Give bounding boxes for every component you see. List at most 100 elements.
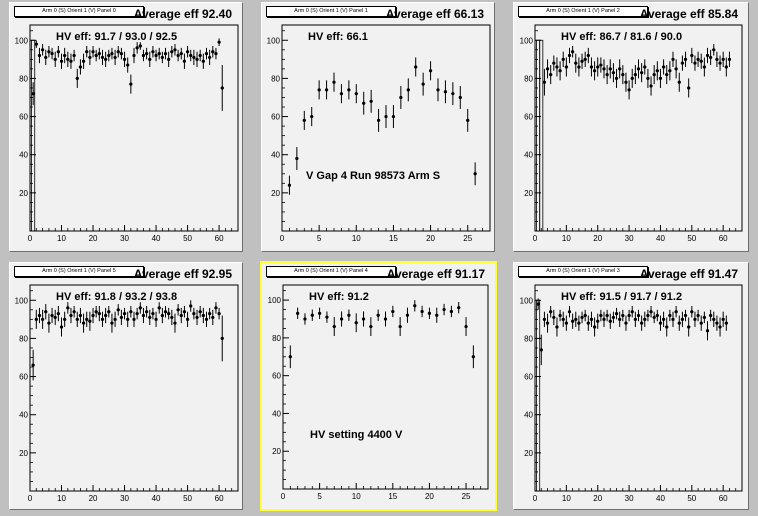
data-point bbox=[126, 317, 130, 321]
data-point bbox=[702, 315, 706, 320]
data-point bbox=[589, 317, 594, 321]
data-point bbox=[204, 317, 209, 321]
data-point bbox=[696, 57, 700, 61]
data-point bbox=[399, 95, 403, 100]
average-eff-label: Average eff 85.84 bbox=[639, 7, 738, 21]
x-tick-label: 20 bbox=[89, 234, 98, 243]
data-point bbox=[217, 312, 221, 316]
x-tick-label: 40 bbox=[656, 494, 665, 503]
data-point bbox=[630, 310, 634, 314]
data-point bbox=[605, 313, 609, 318]
data-point bbox=[636, 313, 641, 318]
data-point bbox=[643, 317, 647, 321]
x-tick-label: 15 bbox=[389, 234, 398, 243]
data-point bbox=[671, 57, 675, 61]
x-tick-label: 0 bbox=[281, 492, 286, 501]
data-point bbox=[614, 312, 619, 316]
data-point bbox=[589, 65, 594, 69]
data-point bbox=[160, 55, 164, 60]
efficiency-plot: 20 40 60 80 100 0 10 20 30 40 50 60 HV eff: 91.8 / 9… bbox=[15, 284, 239, 503]
x-tick-label: 5 bbox=[317, 234, 322, 243]
panel-4[interactable]: Arm 0 (S) Orient 1 (V) Panel 4 Average e… bbox=[260, 261, 497, 511]
data-point bbox=[674, 310, 678, 314]
average-eff-label: Average eff 91.47 bbox=[639, 267, 738, 281]
data-point bbox=[220, 336, 224, 341]
x-tick-label: 10 bbox=[57, 234, 66, 243]
x-tick-label: 25 bbox=[463, 234, 472, 243]
data-point bbox=[198, 310, 202, 314]
data-point bbox=[34, 42, 38, 46]
data-point bbox=[217, 40, 221, 44]
data-point bbox=[34, 317, 38, 321]
data-point bbox=[583, 313, 587, 318]
data-point bbox=[179, 52, 183, 56]
data-point bbox=[369, 99, 373, 103]
data-point bbox=[592, 325, 597, 329]
y-tick-label: 40 bbox=[271, 151, 280, 160]
data-point bbox=[56, 312, 60, 316]
data-point bbox=[391, 114, 396, 119]
panel-2[interactable]: Arm 0 (S) Orient 1 (V) Panel 2 Average e… bbox=[513, 2, 749, 252]
panel-5[interactable]: Arm 0 (S) Orient 1 (V) Panel 3 Average e… bbox=[513, 262, 749, 510]
data-point bbox=[78, 313, 83, 318]
data-point bbox=[564, 65, 568, 69]
hv-eff-label: HV eff: 91.5 / 91.7 / 91.2 bbox=[561, 291, 682, 303]
data-point bbox=[173, 48, 177, 52]
data-point bbox=[31, 92, 35, 96]
panel-title: Arm 0 (S) Orient 1 (V) Panel 5 bbox=[14, 266, 144, 277]
data-point bbox=[94, 53, 98, 58]
data-point bbox=[457, 306, 461, 310]
y-tick-label: 100 bbox=[267, 36, 281, 45]
x-tick-label: 0 bbox=[28, 234, 33, 243]
data-point bbox=[652, 72, 656, 77]
data-point bbox=[59, 59, 64, 63]
data-point bbox=[421, 82, 425, 86]
data-point bbox=[339, 317, 344, 321]
data-point bbox=[141, 53, 146, 58]
y-tick-label: 60 bbox=[272, 372, 281, 381]
data-point bbox=[592, 69, 597, 73]
data-point bbox=[586, 53, 590, 58]
data-point bbox=[693, 61, 697, 65]
data-point bbox=[376, 118, 381, 122]
data-point bbox=[195, 315, 199, 320]
data-point bbox=[665, 72, 669, 77]
x-tick-label: 10 bbox=[352, 234, 361, 243]
y-tick-label: 20 bbox=[524, 449, 533, 458]
data-point bbox=[567, 53, 572, 58]
hv-eff-label: HV eff: 91.2 bbox=[309, 291, 369, 303]
data-point bbox=[317, 88, 321, 92]
x-tick-label: 60 bbox=[719, 234, 728, 243]
panel-1[interactable]: Arm 0 (S) Orient 1 (V) Panel 1 Average e… bbox=[261, 2, 495, 252]
data-point bbox=[712, 48, 716, 52]
x-tick-label: 50 bbox=[687, 494, 696, 503]
data-point bbox=[471, 355, 475, 359]
data-point bbox=[362, 101, 366, 105]
data-point bbox=[176, 53, 180, 58]
data-point bbox=[690, 310, 694, 314]
panel-0[interactable]: Arm 0 (S) Orient 1 (V) Panel 0 Average e… bbox=[9, 2, 243, 252]
data-point bbox=[208, 55, 212, 60]
panel-3[interactable]: Arm 0 (S) Orient 1 (V) Panel 5 Average e… bbox=[9, 262, 243, 510]
data-point bbox=[586, 321, 590, 325]
x-tick-label: 20 bbox=[89, 494, 98, 503]
data-point bbox=[110, 52, 114, 56]
y-tick-label: 80 bbox=[524, 74, 533, 83]
y-tick-label: 60 bbox=[19, 373, 28, 382]
efficiency-plot: 20 40 60 80 100 0 5 10 15 20 25 HV eff: 66.1 V Gap 4… bbox=[267, 24, 491, 243]
data-point bbox=[66, 306, 70, 310]
data-point bbox=[699, 59, 703, 63]
data-point bbox=[405, 313, 410, 317]
data-point bbox=[167, 312, 171, 316]
x-tick-label: 40 bbox=[656, 234, 665, 243]
data-point bbox=[564, 321, 568, 325]
data-point bbox=[37, 53, 42, 58]
data-point bbox=[310, 313, 314, 317]
data-point bbox=[324, 88, 329, 92]
hv-eff-label: HV eff: 91.7 / 93.0 / 92.5 bbox=[56, 31, 177, 43]
data-point bbox=[398, 324, 402, 329]
panel-title: Arm 0 (S) Orient 1 (V) Panel 4 bbox=[266, 266, 396, 277]
data-point bbox=[696, 313, 700, 318]
data-point bbox=[41, 48, 45, 52]
data-point bbox=[369, 324, 373, 329]
